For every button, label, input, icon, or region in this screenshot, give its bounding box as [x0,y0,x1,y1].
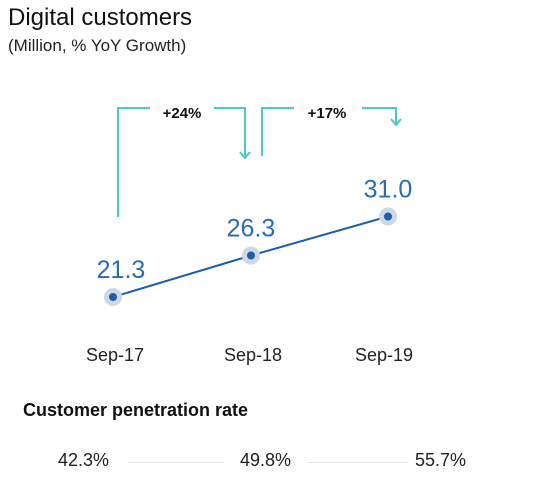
penetration-value-sep-18: 49.8% [240,450,292,470]
x-axis-tick-labels: Sep-17 Sep-18 Sep-19 [86,345,413,365]
page-title: Digital customers [8,4,193,31]
data-point [109,293,117,301]
x-tick-label: Sep-17 [86,345,144,365]
x-tick-label: Sep-18 [224,345,282,365]
series-line-segment [112,254,252,298]
data-label: 26.3 [227,215,276,243]
penetration-title: Customer penetration rate [23,400,249,420]
growth-annotations: +24% +17% [117,105,402,217]
growth-label: +17% [308,105,347,122]
page-subtitle: (Million, % YoY Growth) [8,36,187,55]
penetration-value-sep-17: 42.3% [58,450,110,470]
growth-bracket [117,107,246,217]
divider-line [128,462,224,463]
arrow-down-icon [239,151,251,160]
data-label: 31.0 [364,175,413,203]
growth-bracket [261,107,397,156]
penetration-value-sep-19: 55.7% [415,450,467,470]
growth-label: +24% [163,105,202,122]
data-point [384,212,392,221]
series-line-segment [250,215,389,257]
x-tick-label: Sep-19 [355,345,413,365]
data-labels: 21.3 26.3 31.0 [97,175,413,284]
arrow-down-icon [390,118,402,127]
digital-customers-chart: +24% +17% 21.3 26.3 31.0 Sep-17 Sep-18 Sep-19 [86,105,413,365]
data-point [247,251,255,260]
data-points [104,207,397,306]
data-label: 21.3 [97,256,146,284]
divider-line [308,462,408,463]
series-lines [112,215,389,298]
